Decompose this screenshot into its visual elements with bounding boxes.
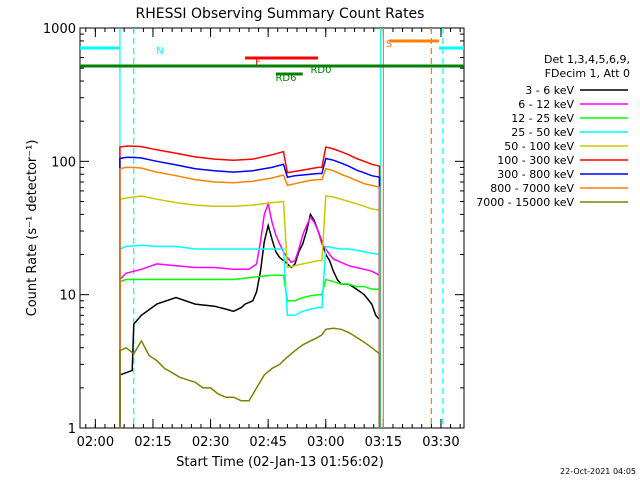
legend-label: 100 - 300 keV: [497, 154, 574, 167]
state-label: F: [255, 57, 261, 68]
state-label: N: [156, 46, 163, 57]
y-tick-label: 1000: [43, 22, 76, 37]
y-axis-label: Count Rate (s⁻¹ detector⁻¹): [25, 140, 40, 317]
y-tick-label: 100: [51, 155, 76, 170]
legend-label: 300 - 800 keV: [497, 168, 574, 181]
state-label: RD0: [310, 65, 331, 76]
plot-area: 1 10 100 1000 02:00 02:15 02:30 02:45 03:00 03:15…: [43, 22, 465, 450]
series-line-8: [119, 166, 381, 428]
series-line-2: [119, 201, 381, 428]
x-tick-label: 02:45: [249, 435, 286, 450]
legend-label: 800 - 7000 keV: [490, 182, 574, 195]
state-label: RD6: [275, 73, 296, 84]
series-line-3: [119, 274, 381, 428]
plot-frame: [79, 27, 465, 429]
legend-label: 3 - 6 keV: [525, 84, 574, 97]
series-line-7: [119, 156, 381, 428]
legend-label: 6 - 12 keV: [518, 98, 574, 111]
legend: Det 1,3,4,5,6,9, FDecim 1, Att 0 3 - 6 k…: [476, 53, 630, 209]
legend-label: 50 - 100 keV: [504, 140, 574, 153]
y-tick-label: 1: [68, 422, 76, 437]
series-line-6: [119, 145, 381, 428]
x-tick-label: 02:00: [77, 435, 114, 450]
state-label: S: [386, 39, 392, 50]
legend-label: 25 - 50 keV: [511, 126, 574, 139]
x-tick-label: 02:30: [192, 435, 229, 450]
series-line-4: [119, 244, 381, 428]
legend-label: 7000 - 15000 keV: [476, 196, 574, 209]
x-tick-label: 03:00: [307, 435, 344, 450]
legend-header-line-2: FDecim 1, Att 0: [545, 67, 630, 80]
chart-title: RHESSI Observing Summary Count Rates: [136, 6, 425, 22]
x-tick-label: 03:15: [365, 435, 402, 450]
legend-header-line-1: Det 1,3,4,5,6,9,: [544, 53, 630, 66]
x-tick-label: 02:15: [134, 435, 171, 450]
x-axis-label: Start Time (02-Jan-13 01:56:02): [176, 455, 384, 470]
series-line-9: [119, 327, 381, 428]
y-tick-label: 10: [59, 289, 76, 304]
legend-label: 12 - 25 keV: [511, 112, 574, 125]
x-tick-label: 03:30: [422, 435, 459, 450]
footer-timestamp: 22-Oct-2021 04:05: [560, 467, 636, 476]
series-line-5: [119, 195, 381, 428]
